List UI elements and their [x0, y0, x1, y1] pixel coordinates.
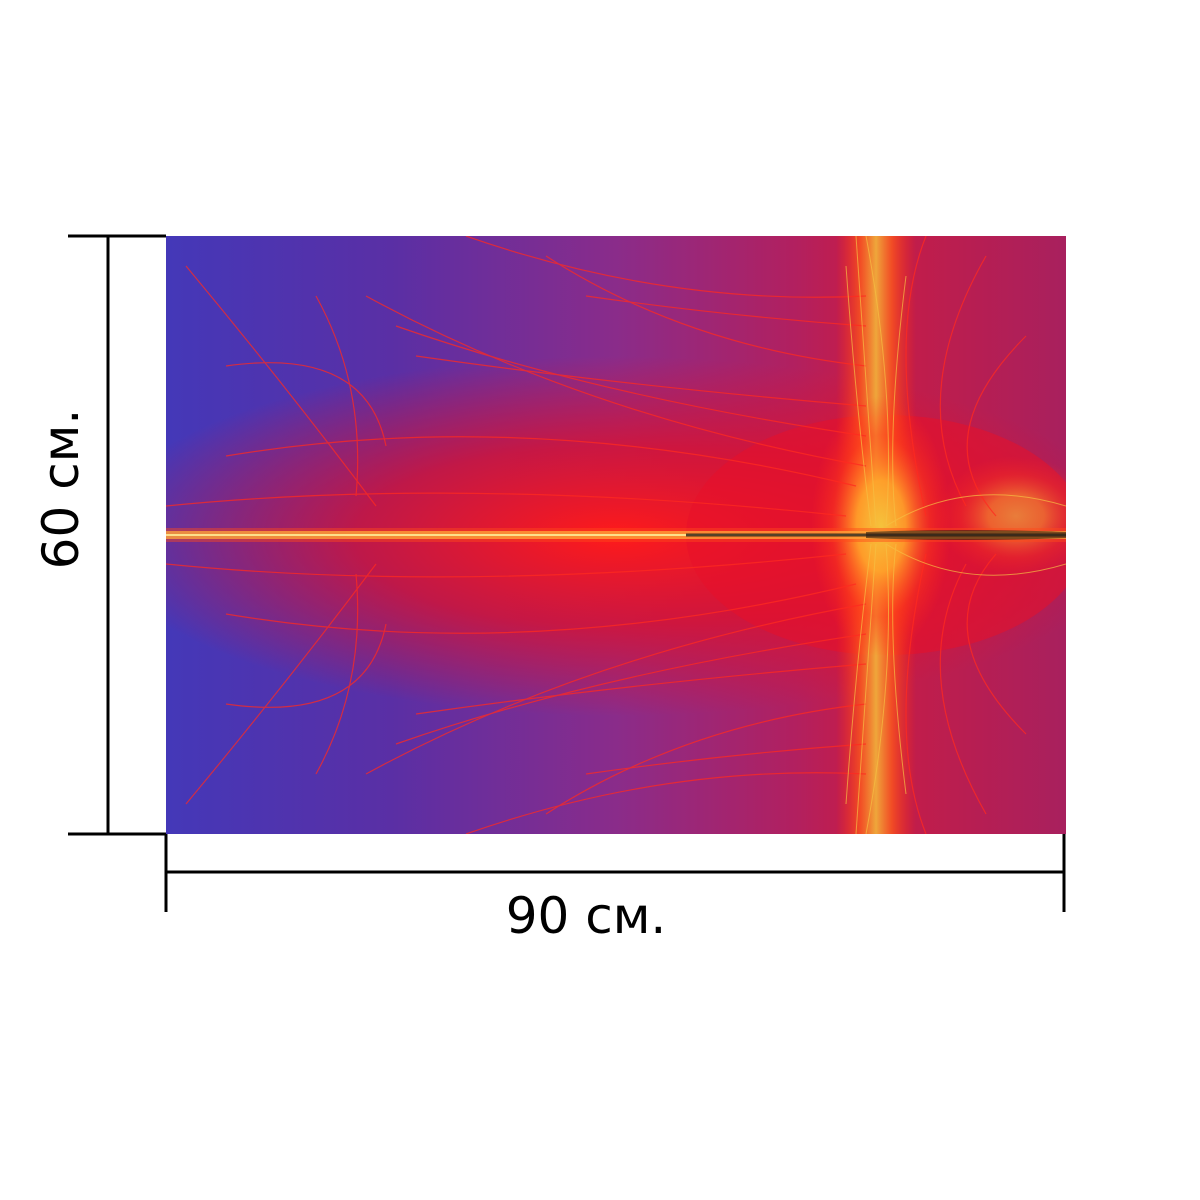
height-dimension-label: 60 см. [32, 408, 90, 570]
width-dimension-label: 90 см. [505, 887, 667, 945]
fractal-artwork-image [166, 236, 1066, 834]
